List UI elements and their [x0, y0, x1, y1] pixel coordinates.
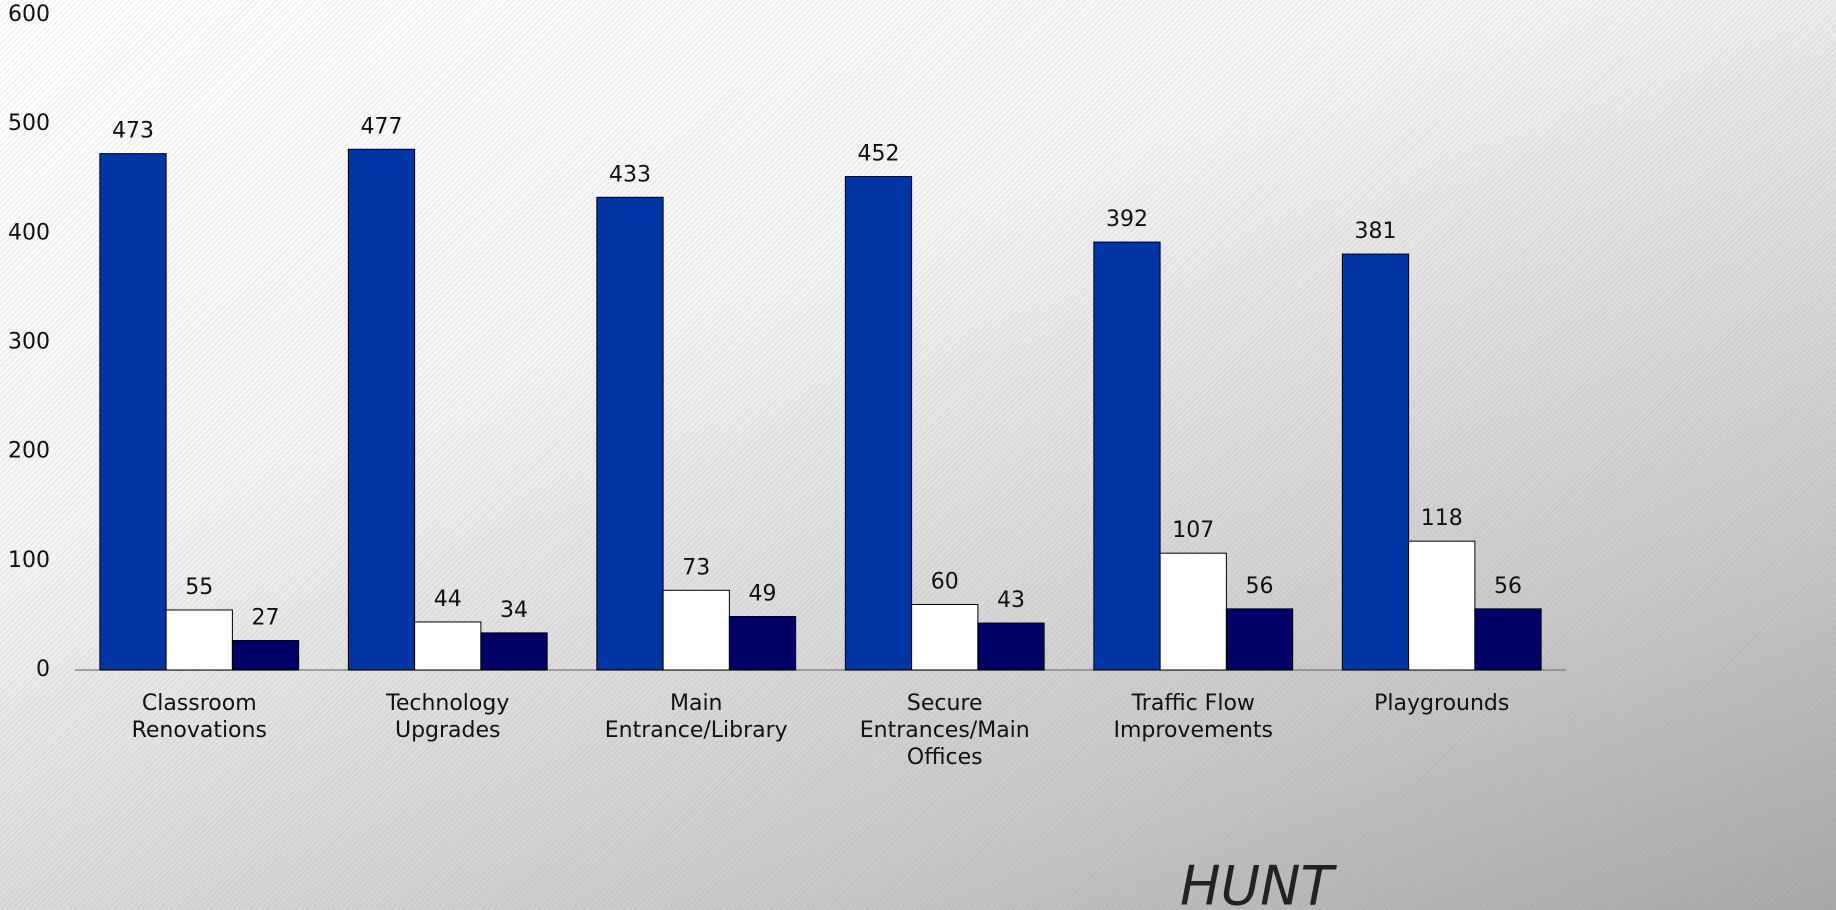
value-label: 433 — [609, 162, 651, 187]
bar — [231, 640, 300, 671]
bar — [1474, 608, 1542, 671]
x-tick-label: Classroom Renovations — [131, 691, 267, 743]
y-tick-label: 500 — [8, 111, 50, 136]
bar — [1093, 241, 1161, 671]
bar — [1341, 253, 1410, 671]
value-label: 44 — [434, 587, 462, 612]
x-tick-label: Secure Entrances/Main Offices — [859, 691, 1030, 770]
bar — [165, 609, 233, 671]
value-label: 392 — [1106, 207, 1148, 232]
value-label: 118 — [1421, 506, 1463, 531]
y-tick-label: 600 — [8, 2, 50, 27]
bar — [347, 148, 416, 671]
bar — [662, 589, 730, 671]
value-label: 381 — [1354, 219, 1396, 244]
value-label: 56 — [1246, 574, 1274, 599]
y-tick-label: 0 — [36, 657, 50, 682]
y-tick-label: 100 — [8, 548, 50, 573]
value-label: 477 — [360, 114, 402, 139]
x-tick-label: Playgrounds — [1374, 691, 1510, 716]
value-label: 107 — [1172, 518, 1214, 543]
bar — [99, 153, 167, 671]
bar — [414, 621, 482, 671]
value-label: 56 — [1494, 574, 1522, 599]
annotation: HUNT — [1180, 855, 1338, 910]
value-label: 473 — [112, 119, 154, 144]
value-label: 34 — [500, 598, 528, 623]
bar — [844, 176, 913, 671]
bar — [1408, 540, 1476, 671]
value-label: 73 — [682, 555, 710, 580]
bar — [1225, 608, 1294, 671]
x-tick-label: Main Entrance/Library — [604, 691, 788, 743]
value-label: 49 — [749, 582, 777, 607]
bar — [596, 196, 664, 671]
bar — [1159, 552, 1227, 671]
y-tick-label: 300 — [8, 330, 50, 355]
y-tick-label: 400 — [8, 220, 50, 245]
value-label: 27 — [252, 606, 280, 631]
value-label: 55 — [185, 575, 213, 600]
value-label: 452 — [857, 142, 899, 167]
bar — [977, 622, 1045, 671]
value-label: 43 — [997, 588, 1025, 613]
y-tick-label: 200 — [8, 439, 50, 464]
value-label: 60 — [931, 570, 959, 595]
x-tick-label: Technology Upgrades — [386, 691, 510, 743]
x-tick-label: Traffic Flow Improvements — [1113, 691, 1273, 743]
bar — [480, 632, 548, 671]
bar — [911, 604, 979, 671]
bar — [728, 616, 797, 671]
